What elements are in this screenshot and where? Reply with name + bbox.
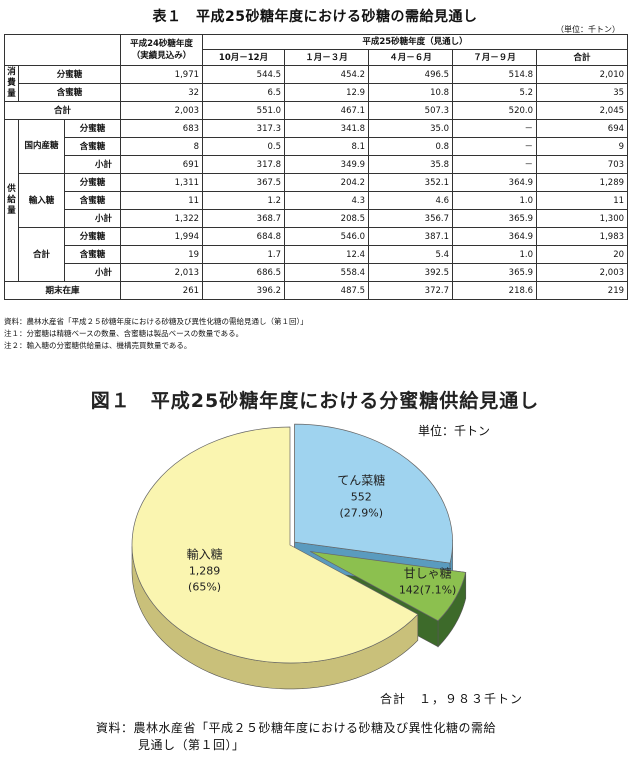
pie-labels: てん菜糖 552 (27.9%) 甘しゃ糖 142(7.1%) 輸入糖 1,289 (65%) bbox=[187, 473, 457, 597]
note-1: 注１：分蜜糖は精糖ベースの数量、含蜜糖は製品ベースの数量である。 bbox=[4, 329, 244, 338]
pie-slice-1 bbox=[310, 551, 467, 622]
group-label: 国内産糖 bbox=[18, 119, 65, 174]
h24-label: 平成24砂糖年度 bbox=[130, 39, 193, 49]
pie-label-0-1: 552 bbox=[351, 491, 372, 504]
pie-slice-0 bbox=[294, 423, 453, 564]
figure-unit: 単位：千トン bbox=[418, 424, 491, 438]
pie-label-2-1: 1,289 bbox=[189, 564, 221, 577]
cell: 396.2 bbox=[202, 281, 286, 300]
note-source: 資料：農林水産省「平成２５砂糖年度における砂糖及び異性化糖の需給見通し（第１回）… bbox=[4, 317, 308, 326]
supply-demand-table: 平成24砂糖年度 （実績見込み） 平成25砂糖年度（見通し） 10月－12月 １… bbox=[3, 34, 629, 300]
row-label: 期末在庫 bbox=[3, 281, 122, 300]
table-unit: （単位：千トン） bbox=[556, 25, 620, 34]
pie-label-0-2: (27.9%) bbox=[340, 507, 384, 520]
period-header: １月－３月 bbox=[284, 49, 370, 66]
h25-header: 平成25砂糖年度（見通し） bbox=[202, 34, 629, 50]
corner-cell bbox=[3, 34, 122, 66]
table-row: 小計 1,322 368.7 208.5 356.7 365.9 1,300 bbox=[5, 209, 629, 228]
cell: 219 bbox=[536, 281, 629, 300]
h24-header: 平成24砂糖年度 （実績見込み） bbox=[120, 34, 204, 66]
source-line-2: 見通し（第１回）」 bbox=[138, 738, 245, 752]
table-row: 合計 分蜜糖 1,994 684.8 546.0 387.1 364.9 1,9… bbox=[5, 227, 629, 282]
pie-tops bbox=[131, 423, 467, 664]
pie-label-1-0: 甘しゃ糖 bbox=[404, 566, 452, 581]
table-title: 表１ 平成25砂糖年度における砂糖の需給見通し bbox=[152, 9, 478, 25]
figure-title: 図１ 平成25砂糖年度における分蜜糖供給見通し bbox=[90, 390, 540, 412]
table-row: 含蜜糖 32 6.5 12.9 10.8 5.2 35 bbox=[5, 83, 629, 102]
pie-slice-2 bbox=[131, 426, 419, 664]
table-row: 含蜜糖 19 1.7 12.4 5.4 1.0 20 bbox=[5, 245, 629, 264]
note-2: 注２：輸入糖の分蜜糖供給量は、機構売買数量である。 bbox=[4, 341, 192, 350]
table-notes: 資料：農林水産省「平成２５砂糖年度における砂糖及び異性化糖の需給見通し（第１回）… bbox=[4, 316, 308, 352]
table-row: 消費量 分蜜糖 1,971 544.5 454.2 496.5 514.8 2,… bbox=[4, 65, 629, 102]
pie-label-2-2: (65%) bbox=[188, 580, 221, 593]
figure-total: 合計 １，９８３千トン bbox=[380, 692, 524, 706]
group-label: 合計 bbox=[18, 227, 65, 282]
table-row: 小計 2,013 686.5 558.4 392.5 365.9 2,003 bbox=[5, 263, 629, 282]
pie-label-2-0: 輸入糖 bbox=[187, 546, 223, 561]
h24-sub-label: （実績見込み） bbox=[131, 51, 192, 61]
source-line-1: 資料：農林水産省「平成２５砂糖年度における砂糖及び異性化糖の需給 bbox=[96, 721, 497, 735]
pie-label-0-0: てん菜糖 bbox=[337, 473, 385, 488]
period-header: ４月－６月 bbox=[368, 49, 454, 66]
pie-label-1-1: 142(7.1%) bbox=[399, 584, 457, 597]
table-row: 輸入糖 分蜜糖 1,311 367.5 204.2 352.1 364.9 1,… bbox=[5, 173, 629, 228]
figure-source: 資料：農林水産省「平成２５砂糖年度における砂糖及び異性化糖の需給 見通し（第１回… bbox=[96, 720, 496, 754]
table-row: 期末在庫 261 396.2 487.5 372.7 218.6 219 bbox=[3, 281, 629, 300]
cell: 1,289 bbox=[536, 173, 629, 192]
period-header: ７月－９月 bbox=[452, 49, 538, 66]
table-row: 合計 2,003 551.0 467.1 507.3 520.0 2,045 bbox=[3, 101, 629, 120]
group-label: 輸入糖 bbox=[18, 173, 65, 228]
